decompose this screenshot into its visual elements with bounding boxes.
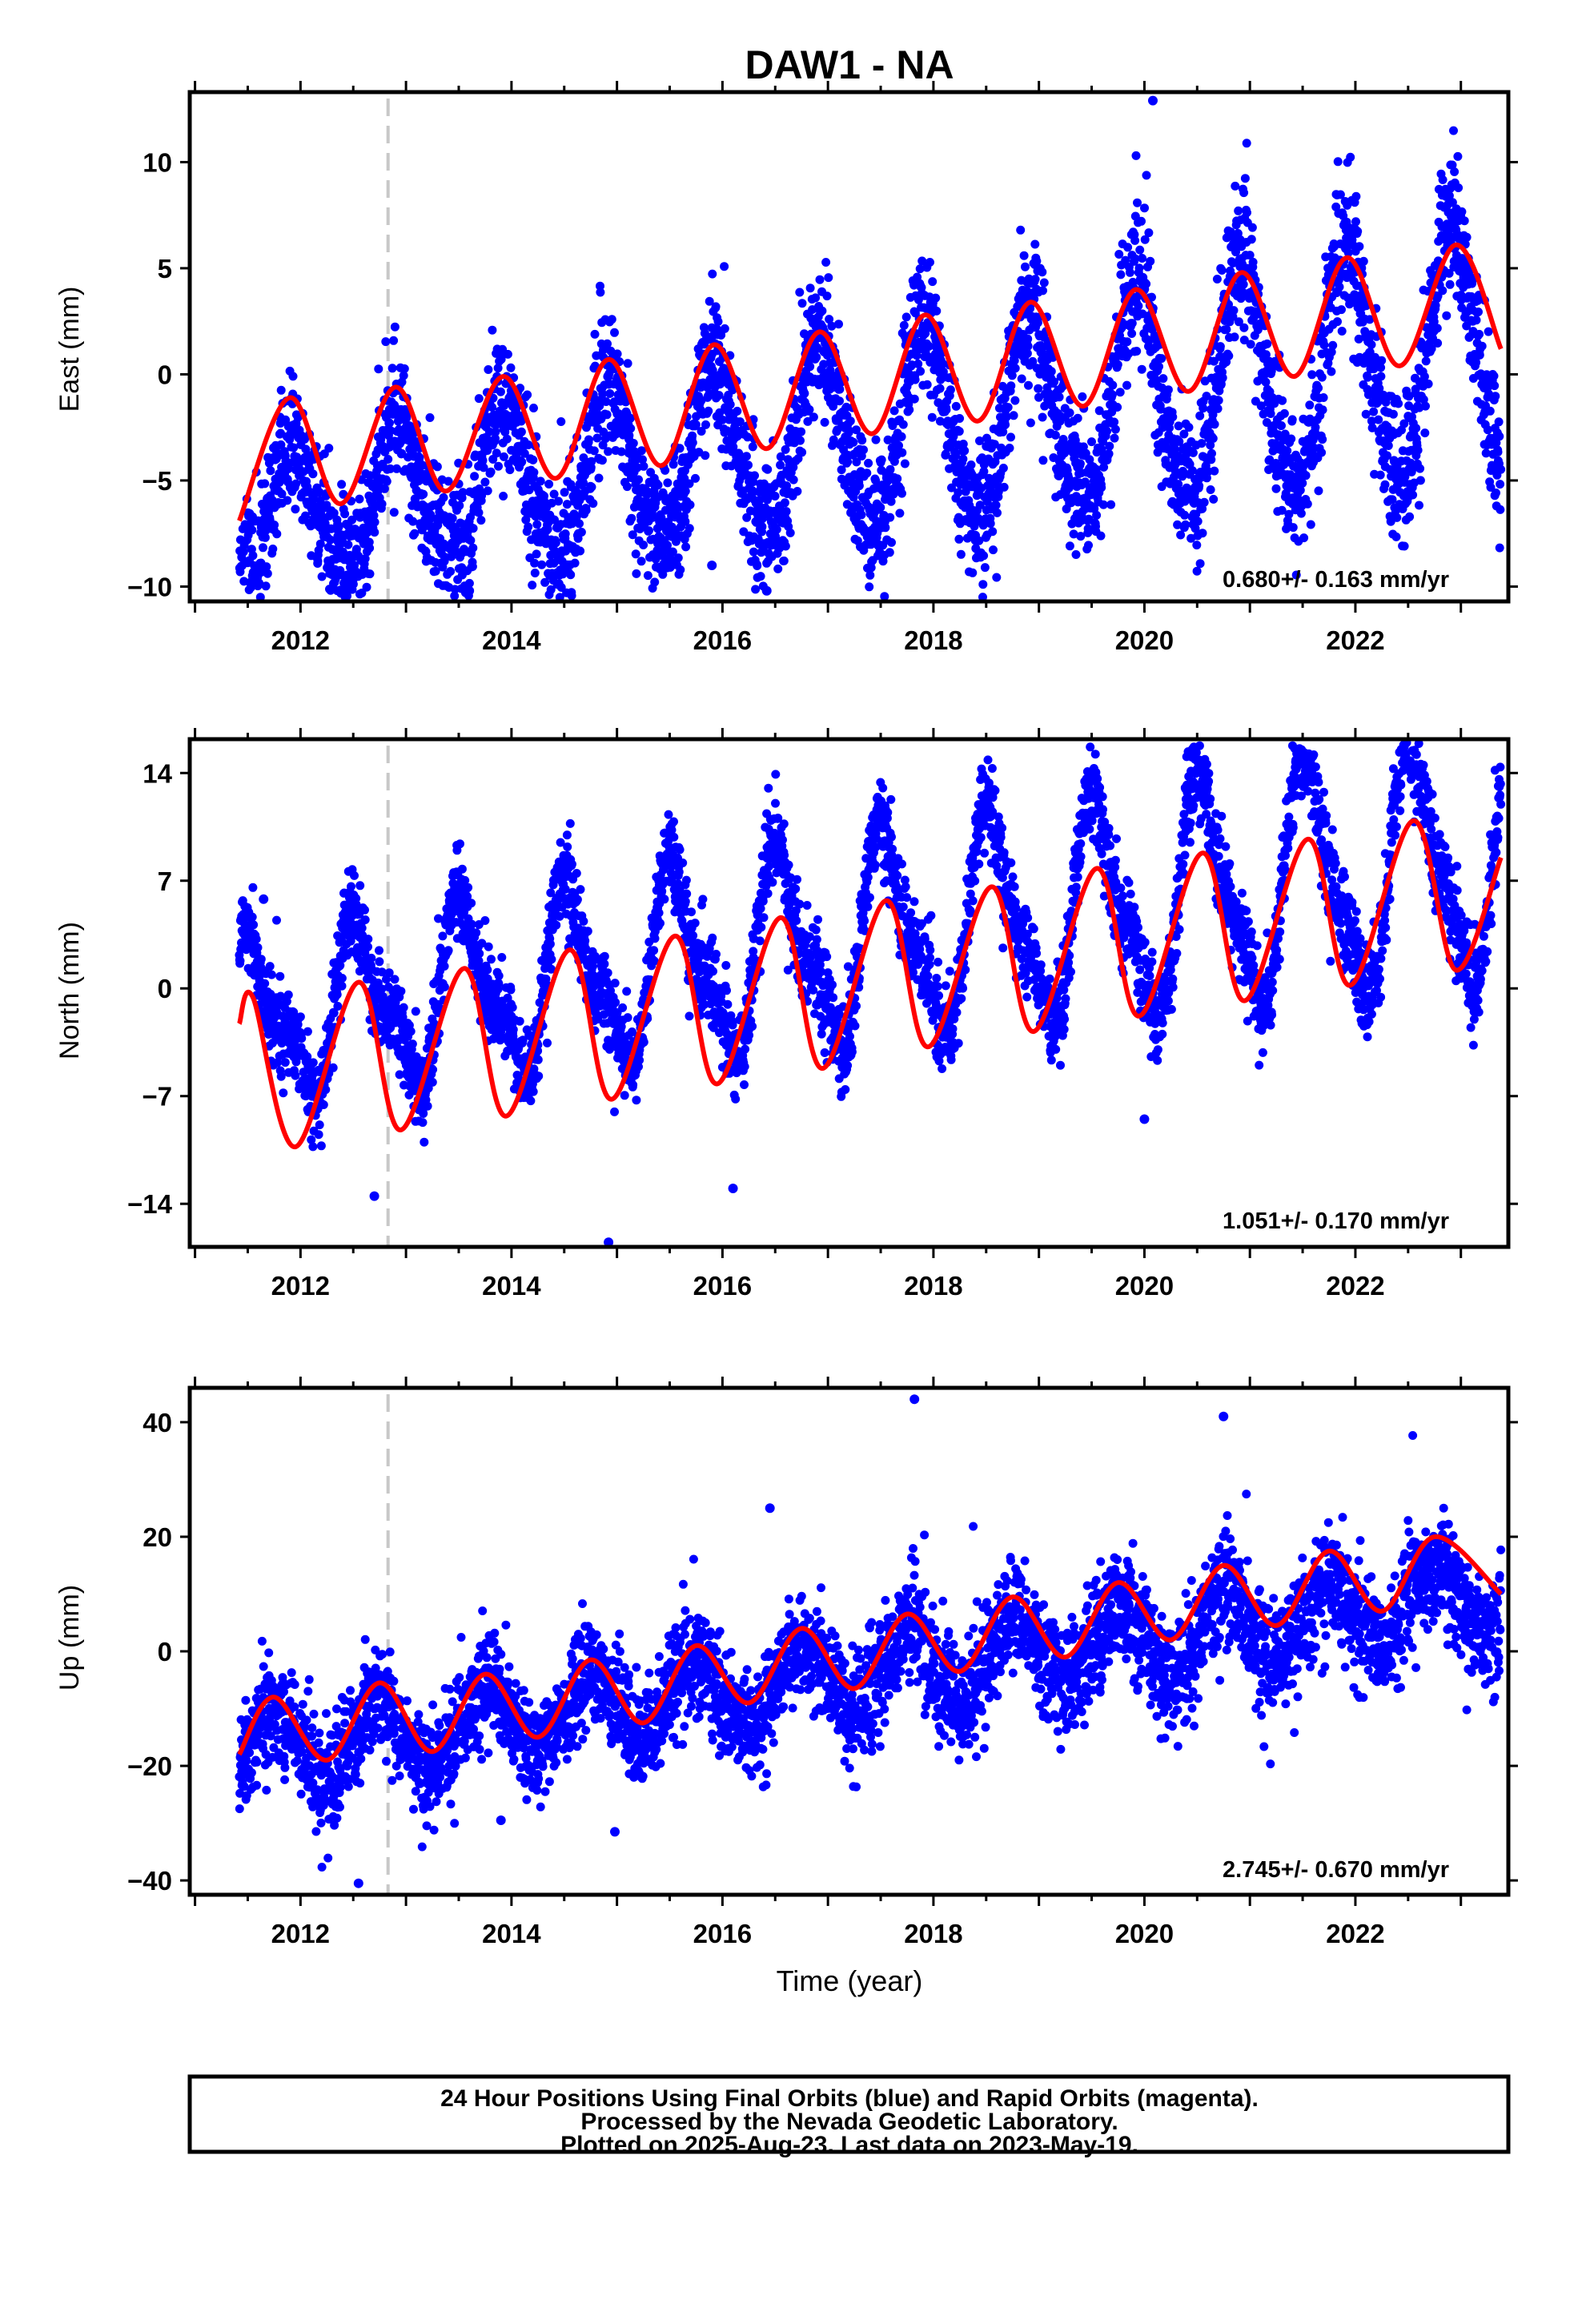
footer-line-2: Processed by the Nevada Geodetic Laborat… xyxy=(580,2109,1118,2135)
east-y-tick-label: 10 xyxy=(143,147,172,177)
east-outlier-point-3 xyxy=(348,552,359,562)
north-y-tick-label: 7 xyxy=(158,866,172,896)
panel-east: −10 −5 0 5 10 2012 2014 2016 2018 2020 2022 East (m… xyxy=(54,81,1518,655)
north-fit-line xyxy=(237,818,1504,1150)
footer-line-1: 24 Hour Positions Using Final Orbits (bl… xyxy=(440,2085,1259,2112)
north-y-axis-label: North (mm) xyxy=(54,922,85,1059)
up-outlier-point-5 xyxy=(496,1815,506,1826)
north-x-tick-label: 2020 xyxy=(1115,1271,1174,1301)
east-y-axis-label: East (mm) xyxy=(54,287,85,412)
north-daily-points xyxy=(235,738,1506,1152)
north-x-tick-label: 2016 xyxy=(693,1271,752,1301)
chart-title: DAW1 - NA xyxy=(745,42,954,87)
up-fit-line xyxy=(237,1534,1503,1763)
east-x-tick-label: 2012 xyxy=(271,625,330,655)
north-outlier-point-4 xyxy=(728,1183,738,1193)
north-x-tick-label: 2018 xyxy=(904,1271,962,1301)
east-x-tick-label: 2020 xyxy=(1115,625,1174,655)
up-x-tick-label: 2014 xyxy=(482,1919,541,1948)
up-rate-label: 2.745+/- 0.670 mm/yr xyxy=(1223,1857,1449,1883)
east-y-tick-label: −5 xyxy=(142,466,172,496)
up-plot-frame xyxy=(187,1385,1511,1897)
up-x-tick-label: 2012 xyxy=(271,1919,330,1948)
up-outlier-point-0 xyxy=(909,1394,920,1405)
up-y-axis-label: Up (mm) xyxy=(54,1585,85,1691)
east-x-tick-label: 2022 xyxy=(1326,625,1384,655)
east-x-tick-label: 2014 xyxy=(482,625,541,655)
east-y-tick-label: 0 xyxy=(158,360,172,389)
north-y-tick-label: 0 xyxy=(158,974,172,1003)
north-outlier-point-2 xyxy=(604,1237,614,1248)
panel-north: −14 −7 0 7 14 2012 2014 2016 2018 2020 2022 North (… xyxy=(54,728,1518,1301)
up-y-tick-label: 40 xyxy=(143,1408,172,1437)
up-x-tick-label: 2020 xyxy=(1115,1919,1174,1948)
footer-line-3: Plotted on 2025-Aug-23. Last data on 202… xyxy=(560,2132,1138,2158)
up-x-tick-label: 2018 xyxy=(904,1919,962,1948)
up-y-tick-label: −40 xyxy=(127,1866,172,1896)
north-outlier-point-0 xyxy=(259,894,269,904)
north-outlier-point-1 xyxy=(1298,748,1308,758)
east-outlier-point-4 xyxy=(707,560,717,570)
east-y-tick-label: −10 xyxy=(127,572,172,601)
up-points xyxy=(235,1394,1506,1895)
up-outlier-point-1 xyxy=(1219,1411,1229,1421)
up-x-tick-label: 2016 xyxy=(693,1919,752,1948)
east-outlier-point-2 xyxy=(464,585,475,596)
up-y-tick-label: 20 xyxy=(143,1522,172,1552)
east-fit-line xyxy=(237,242,1504,522)
up-outlier-point-2 xyxy=(353,1878,363,1888)
panel-up: −40 −20 0 20 40 2012 2014 2016 2018 2020 2022 Up (m… xyxy=(54,1377,1518,1997)
up-y-tick-label: −20 xyxy=(127,1751,172,1781)
east-x-tick-label: 2016 xyxy=(693,625,752,655)
east-y-tick-label: 5 xyxy=(158,254,172,283)
north-plot-frame xyxy=(187,737,1511,1249)
north-x-tick-label: 2012 xyxy=(271,1271,330,1301)
east-outlier-point-0 xyxy=(1147,95,1158,106)
east-points xyxy=(235,95,1506,602)
east-outlier-point-1 xyxy=(761,585,772,596)
up-x-tick-label: 2022 xyxy=(1326,1919,1384,1948)
north-points xyxy=(235,738,1506,1248)
north-outlier-point-3 xyxy=(1139,1114,1150,1124)
footer-box: 24 Hour Positions Using Final Orbits (bl… xyxy=(187,2074,1511,2158)
east-daily-points xyxy=(235,126,1506,602)
north-y-tick-label: 14 xyxy=(143,758,172,788)
east-x-tick-label: 2018 xyxy=(904,625,962,655)
north-y-tick-label: −7 xyxy=(142,1082,172,1112)
up-outlier-point-4 xyxy=(765,1503,775,1514)
north-y-tick-label: −14 xyxy=(127,1189,173,1219)
up-outlier-point-3 xyxy=(609,1827,620,1837)
x-axis-label: Time (year) xyxy=(777,1964,923,1997)
north-rate-label: 1.051+/- 0.170 mm/yr xyxy=(1223,1208,1449,1234)
up-daily-points xyxy=(235,1431,1506,1872)
up-y-tick-label: 0 xyxy=(158,1637,172,1667)
east-rate-label: 0.680+/- 0.163 mm/yr xyxy=(1223,567,1449,593)
north-x-tick-label: 2022 xyxy=(1326,1271,1384,1301)
north-outlier-point-5 xyxy=(369,1191,379,1201)
north-x-tick-label: 2014 xyxy=(482,1271,541,1301)
east-plot-frame xyxy=(187,90,1511,604)
